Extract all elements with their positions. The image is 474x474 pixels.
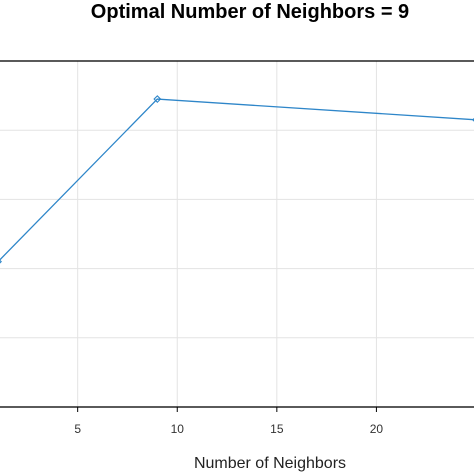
series-line xyxy=(0,98,474,261)
x-axis: 5 10 15 20 xyxy=(74,407,383,436)
series-point-marker xyxy=(153,95,162,104)
chart-title: Optimal Number of Neighbors = 9 xyxy=(91,1,409,23)
grid-layer xyxy=(0,61,474,407)
x-tick-label: 20 xyxy=(370,422,384,436)
series-point-marker xyxy=(0,259,2,264)
x-tick-label: 5 xyxy=(74,422,81,436)
x-axis-label: Number of Neighbors xyxy=(194,455,346,472)
x-tick-label: 15 xyxy=(270,422,284,436)
plot-frame xyxy=(0,60,474,408)
x-tick-label: 10 xyxy=(171,422,185,436)
